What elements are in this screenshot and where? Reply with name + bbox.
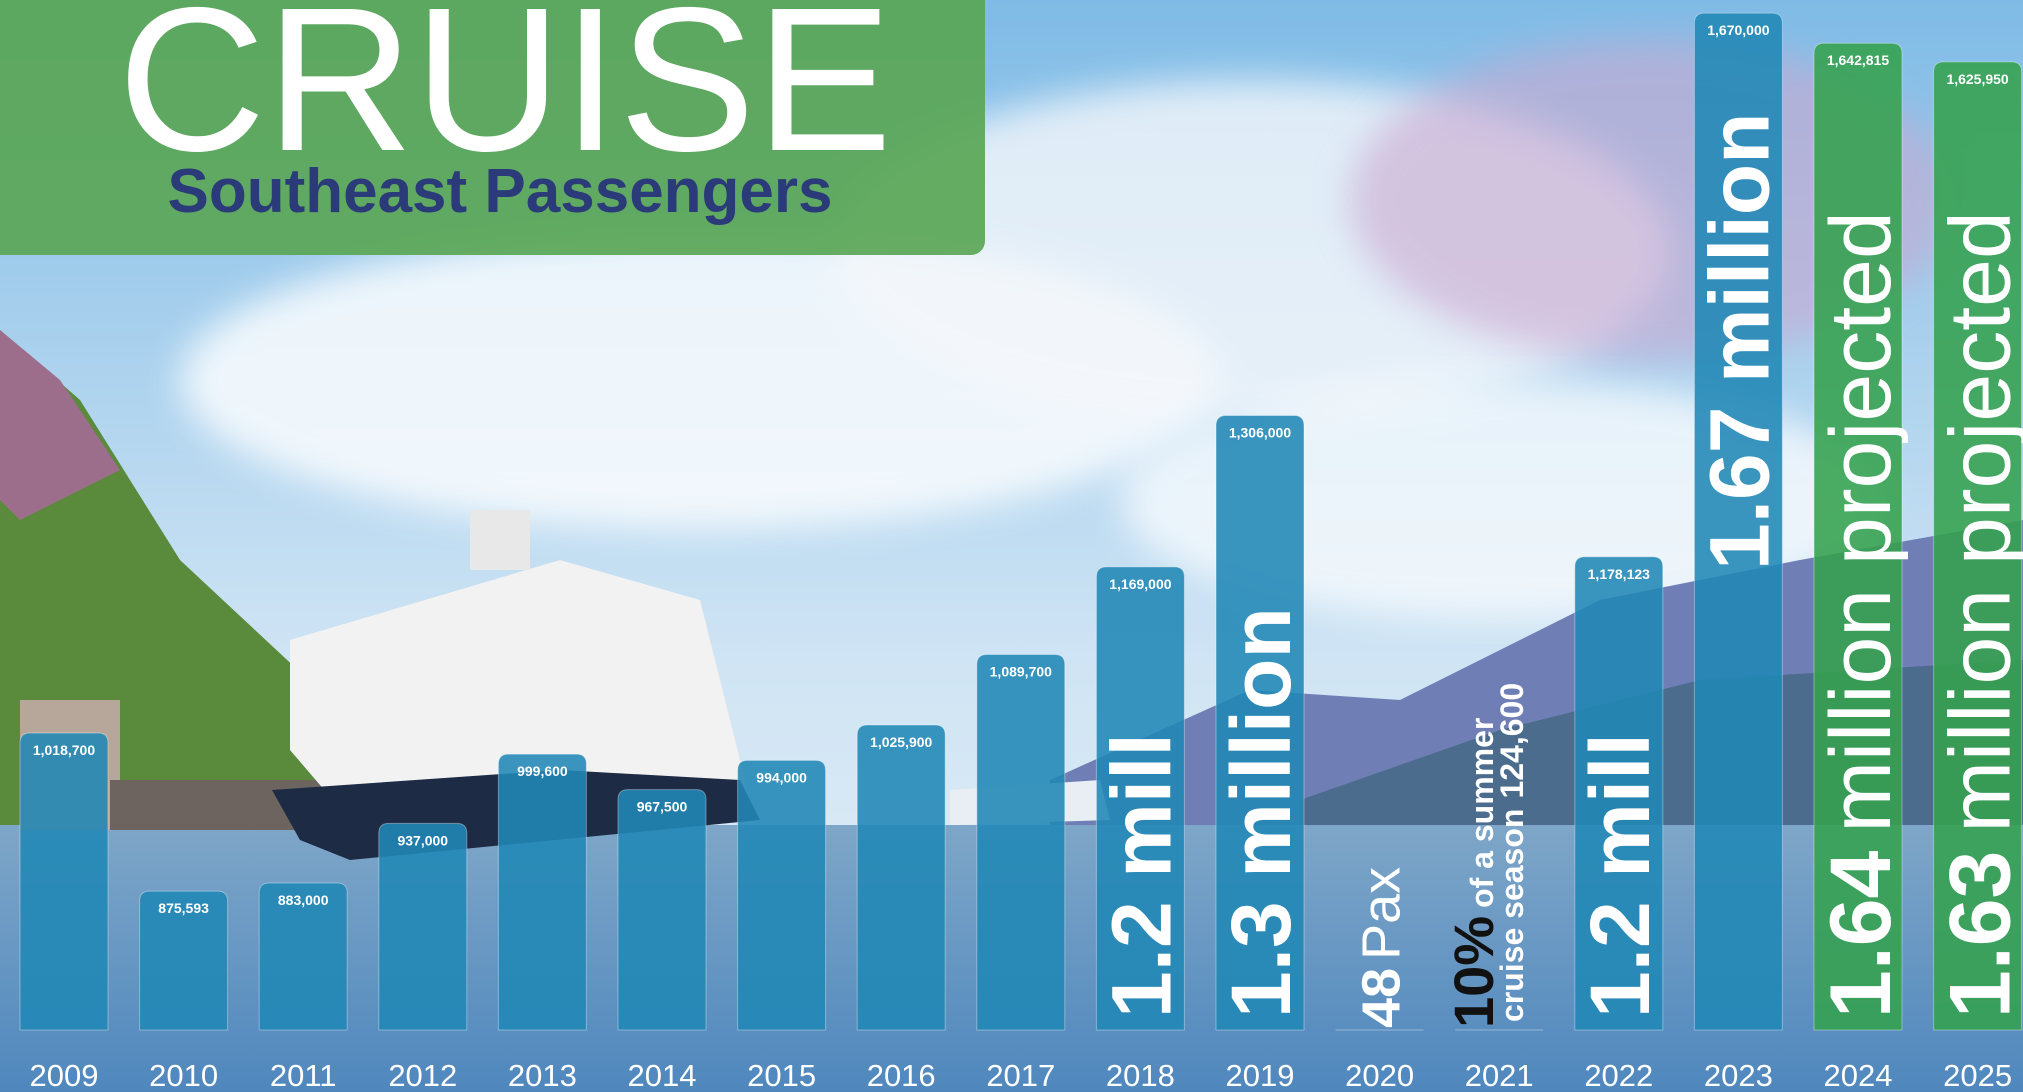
x-tick-label: 2023 <box>1704 1058 1773 1092</box>
x-tick-label: 2011 <box>270 1058 337 1092</box>
annotation: Pax <box>1352 867 1412 960</box>
x-tick-label: 2018 <box>1106 1058 1175 1092</box>
x-tick-label: 2015 <box>747 1058 816 1092</box>
annotation: 1.63 <box>1933 851 2023 1018</box>
value-label: 999,600 <box>517 763 568 779</box>
annotation: 1.64 million projected <box>1813 211 1909 1018</box>
x-tick-label: 2010 <box>149 1058 218 1092</box>
bar <box>1933 61 2023 1031</box>
annotation: cruise season 124,600 <box>1494 683 1530 1022</box>
value-label: 883,000 <box>278 892 329 908</box>
x-tick-label: 2017 <box>986 1058 1055 1092</box>
value-label: 1,306,000 <box>1229 424 1291 440</box>
bar <box>856 724 946 1031</box>
value-label: 124,600 <box>1494 683 1530 799</box>
bar <box>19 732 109 1031</box>
value-label: 48 <box>1352 968 1412 1028</box>
x-tick-label: 2024 <box>1824 1058 1893 1092</box>
value-label: 1,089,700 <box>990 664 1052 680</box>
value-label: 1,625,950 <box>1946 71 2008 87</box>
bar <box>1693 12 1783 1031</box>
bar <box>497 753 587 1031</box>
x-tick-label: 2019 <box>1226 1058 1295 1092</box>
bar <box>139 890 229 1031</box>
bar <box>258 882 348 1031</box>
annotation: million projected <box>1813 211 1909 832</box>
x-tick-label: 2013 <box>508 1058 577 1092</box>
x-tick-label: 2022 <box>1584 1058 1653 1092</box>
x-tick-label: 2016 <box>867 1058 936 1092</box>
annotation: 1.2 mill <box>1573 733 1667 1018</box>
annotation: 1.2 mill <box>1094 733 1188 1018</box>
value-label: 1,642,815 <box>1827 52 1889 68</box>
bar <box>378 822 468 1031</box>
value-label: 875,593 <box>158 900 209 916</box>
annotation: 1.2 mill <box>1094 733 1188 1018</box>
x-tick-label: 2012 <box>388 1058 457 1092</box>
x-tick-label: 2009 <box>30 1058 99 1092</box>
annotation: 10% of a summer <box>1442 718 1505 1028</box>
bar <box>737 759 827 1031</box>
annotation: cruise season <box>1494 809 1530 1022</box>
annotation: 1.67 million <box>1692 113 1786 570</box>
value-label: 1,169,000 <box>1109 576 1171 592</box>
value-label: 937,000 <box>397 832 448 848</box>
annotation: 1.3 million <box>1214 607 1308 1018</box>
bar <box>976 654 1066 1031</box>
value-label: 1,018,700 <box>33 742 95 758</box>
value-label: 1,025,900 <box>870 734 932 750</box>
annotation: 1.64 <box>1813 850 1909 1018</box>
bar <box>617 789 707 1031</box>
x-tick-label: 2020 <box>1345 1058 1414 1092</box>
annotation: 1.63 million projected <box>1933 211 2023 1018</box>
value-label: 967,500 <box>637 799 688 815</box>
bar <box>1215 414 1305 1031</box>
value-label: 1,178,123 <box>1588 566 1650 582</box>
annotation: 1.3 million <box>1214 607 1308 1018</box>
bar <box>1574 556 1664 1031</box>
bar <box>1095 566 1185 1031</box>
x-tick-label: 2021 <box>1465 1058 1534 1092</box>
chart-title: CRUISE <box>118 0 893 194</box>
value-label: 994,000 <box>756 769 807 785</box>
x-tick-label: 2025 <box>1943 1058 2012 1092</box>
annotation: of a summer <box>1464 718 1500 908</box>
title-box: CRUISE Southeast Passengers <box>0 0 985 255</box>
annotation: 10% <box>1442 916 1505 1028</box>
annotation: million projected <box>1933 211 2023 832</box>
x-tick-label: 2014 <box>628 1058 697 1092</box>
annotation: 1.67 million <box>1692 113 1786 570</box>
chart-subtitle: Southeast Passengers <box>167 157 832 226</box>
annotation: 48 Pax <box>1352 867 1412 1028</box>
annotation: 1.2 mill <box>1573 733 1667 1018</box>
value-label: 1,670,000 <box>1707 22 1769 38</box>
bar <box>1813 42 1903 1031</box>
